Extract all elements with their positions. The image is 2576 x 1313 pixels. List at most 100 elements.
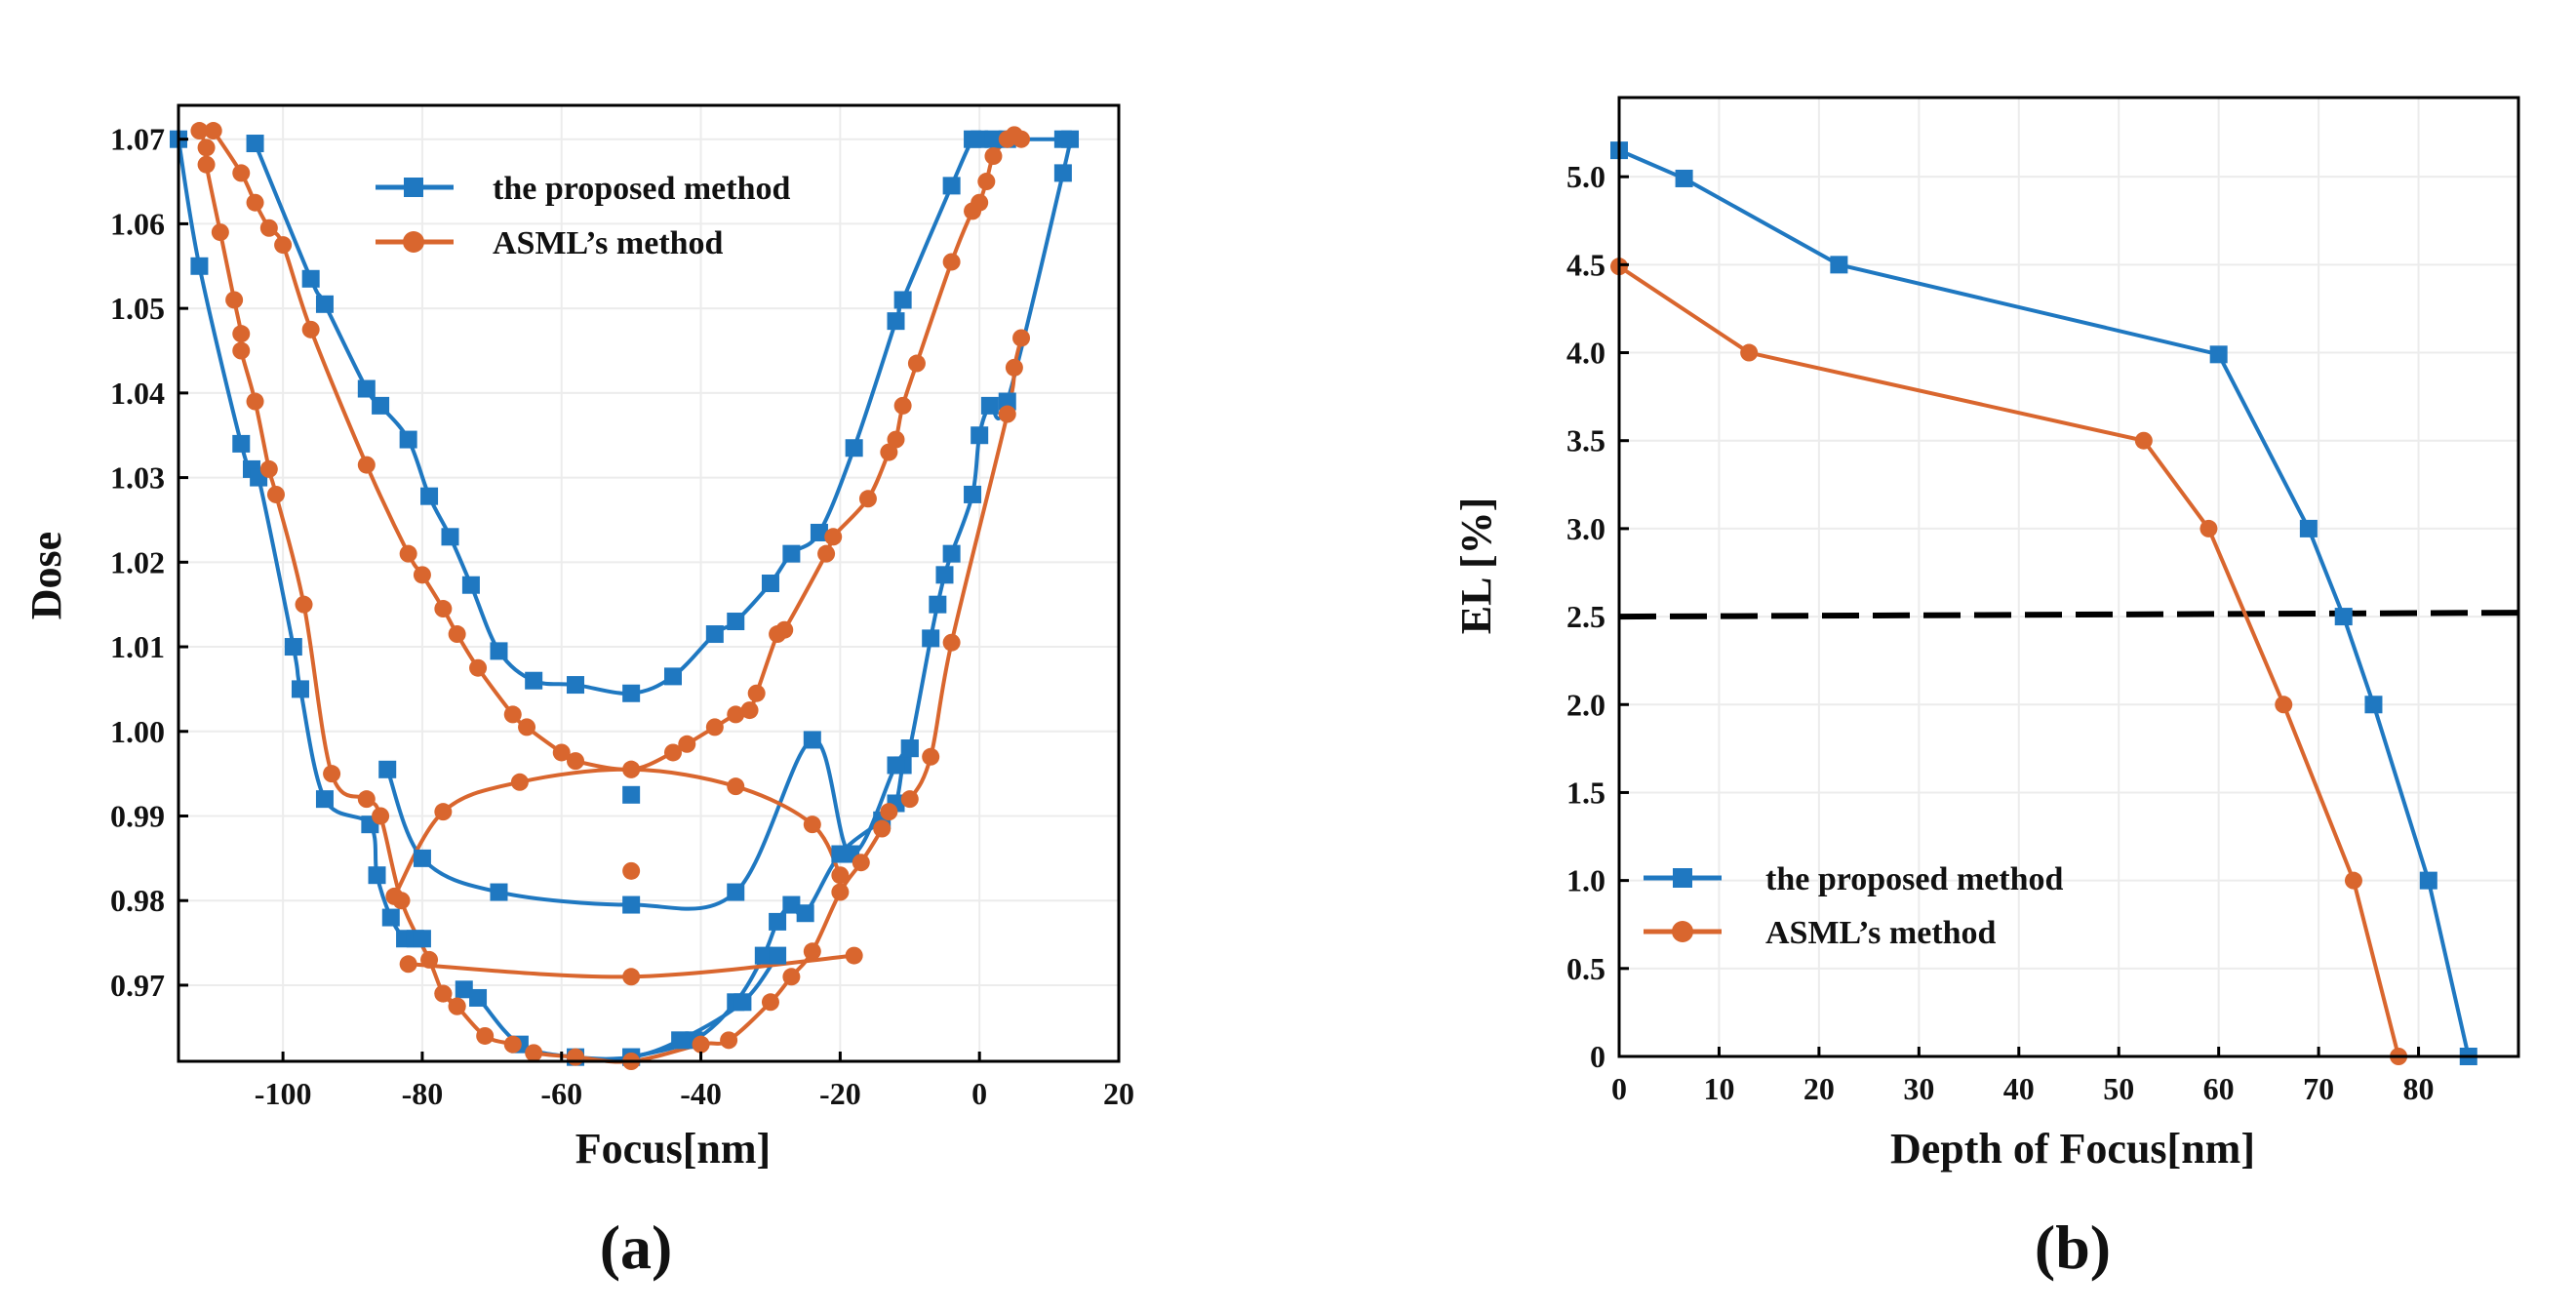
chart-b-x-axis-label: Depth of Focus[nm] xyxy=(1890,1125,2255,1173)
series-1-point xyxy=(372,807,390,825)
x-tick-label: -40 xyxy=(680,1076,722,1111)
series-0-point xyxy=(1053,164,1072,182)
y-tick-label: 1.06 xyxy=(110,206,165,241)
series-1-point xyxy=(678,735,696,753)
y-tick-label: 3.0 xyxy=(1566,511,1605,546)
series-0-point xyxy=(399,430,417,449)
panel-label-b: (b) xyxy=(2035,1213,2111,1282)
series-1-point xyxy=(259,459,278,478)
series-0-point xyxy=(441,528,459,546)
series-1-point xyxy=(1012,329,1031,347)
y-tick-label: 4.5 xyxy=(1566,247,1605,282)
series-1-point xyxy=(503,1035,522,1054)
chart-b-y-axis-label: EL [%] xyxy=(1452,497,1500,635)
series-1-point xyxy=(357,456,376,474)
x-tick-label: -100 xyxy=(255,1076,312,1111)
series-1-point xyxy=(705,718,724,736)
series-0-point xyxy=(1053,130,1072,148)
series-1-point xyxy=(2275,696,2293,714)
series-0-point xyxy=(2299,519,2318,537)
chart-b-ticks: 0 10 20 30 40 50 60 70 80 0 0.5 1.0 1.5 2.0 2.5 3.0 3.5 4… xyxy=(1566,159,2435,1106)
series-0-point xyxy=(984,130,1003,148)
series-0-point xyxy=(246,135,264,153)
series-0-point xyxy=(782,544,801,563)
series-0-point xyxy=(420,487,439,505)
series-1-point xyxy=(727,705,745,724)
series-1-point xyxy=(803,942,821,961)
y-tick-label: 1.07 xyxy=(110,122,165,157)
series-1-point xyxy=(824,528,843,546)
series-1-lower-bottom-line xyxy=(442,338,1023,1064)
series-0-point xyxy=(769,912,787,931)
series-0-point xyxy=(964,485,982,503)
series-1-point xyxy=(246,392,264,411)
series-0-point xyxy=(733,993,752,1012)
chart-b-legend: the proposed method ASML’s method xyxy=(1644,861,2063,951)
series-1-point xyxy=(434,984,453,1003)
series-1-point xyxy=(747,684,766,702)
series-1-point xyxy=(922,747,940,766)
chart-a-legend-label-proposed: the proposed method xyxy=(493,171,790,207)
series-0-point xyxy=(490,883,508,901)
y-tick-label: 1.5 xyxy=(1566,775,1605,810)
series-0-point xyxy=(942,177,961,195)
series-1-point xyxy=(399,955,417,974)
series-0-point xyxy=(971,130,989,148)
x-tick-label: 30 xyxy=(1903,1071,1934,1106)
series-0-point xyxy=(622,895,641,914)
series-0-point xyxy=(971,426,989,445)
series-0-point xyxy=(461,576,480,594)
series-1-point xyxy=(831,866,850,885)
series-1-point xyxy=(232,341,251,360)
series-1-point xyxy=(503,705,522,724)
chart-a-ticks: -100 -80 -60 -40 -20 0 20 0.97 0.98 0.99 1.00 1.01 1… xyxy=(110,122,1134,1111)
x-tick-label: 50 xyxy=(2103,1071,2134,1106)
series-0-point xyxy=(413,930,431,948)
series-1-point xyxy=(971,193,989,212)
series-1-point xyxy=(448,625,466,644)
series-0-point xyxy=(357,379,376,398)
series-1-point xyxy=(420,950,439,969)
x-tick-label: -20 xyxy=(819,1076,861,1111)
x-tick-label: 70 xyxy=(2303,1071,2334,1106)
series-1-point xyxy=(197,155,216,174)
x-tick-label: 20 xyxy=(1103,1076,1134,1111)
series-0-point xyxy=(469,988,488,1007)
series-1-line xyxy=(1617,264,2401,1057)
series-1-point xyxy=(893,396,912,415)
series-0-point xyxy=(942,544,961,563)
series-1-point xyxy=(510,773,529,791)
chart-a-frame xyxy=(177,103,1121,1063)
x-tick-label: 40 xyxy=(2003,1071,2035,1106)
series-0-point xyxy=(1675,169,1693,187)
series-0-point xyxy=(455,980,473,999)
series-1-point xyxy=(190,122,209,140)
panel-label-a: (a) xyxy=(600,1213,673,1282)
series-1-point xyxy=(357,790,376,809)
series-0-point xyxy=(980,396,999,415)
legend-marker-circle xyxy=(403,231,424,253)
series-1-point xyxy=(873,819,892,838)
series-1-point xyxy=(295,595,313,614)
series-1-point xyxy=(1005,358,1023,377)
legend-marker-circle xyxy=(1672,921,1693,942)
series-1-point xyxy=(2134,431,2153,450)
series-0-point xyxy=(2364,696,2383,714)
series-0-point xyxy=(1830,256,1848,274)
series-1-point xyxy=(727,777,745,796)
x-tick-label: 80 xyxy=(2403,1071,2435,1106)
series-0-point xyxy=(2419,871,2437,890)
y-tick-label: 1.0 xyxy=(1566,863,1605,898)
chart-b-legend-label-asml: ASML’s method xyxy=(1765,915,1997,951)
series-1-ellipse-line xyxy=(392,767,843,897)
series-1-point xyxy=(301,320,320,338)
series-1-point xyxy=(323,765,341,783)
series-0-point xyxy=(761,575,779,592)
series-0-point xyxy=(727,883,745,901)
chart-a-legend: the proposed method ASML’s method xyxy=(376,171,790,261)
series-1-point xyxy=(887,430,905,449)
series-0-point xyxy=(935,566,954,584)
series-0-point xyxy=(929,595,947,614)
series-0-point xyxy=(284,638,302,656)
series-0-point xyxy=(887,312,905,331)
